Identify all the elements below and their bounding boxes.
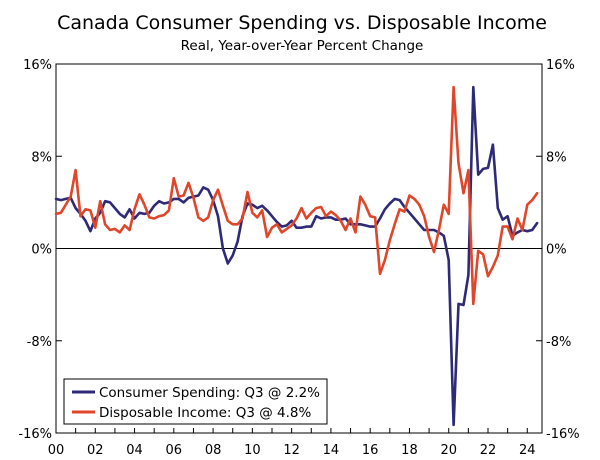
y-tick-label-right: 0% (546, 243, 567, 258)
x-tick-label: 10 (244, 443, 261, 458)
series-layer (54, 85, 539, 427)
y-tick-label-right: 16% (546, 58, 575, 73)
x-tick-label: 16 (362, 443, 379, 458)
y-tick-label-left: 16% (23, 58, 52, 73)
x-tick-label: 04 (126, 443, 143, 458)
y-axis-right: 16% 8% 0% -8% -16% (536, 58, 580, 442)
y-tick-label-left: -16% (18, 427, 52, 442)
legend-label-consumer-spending: Consumer Spending: Q3 @ 2.2% (99, 385, 320, 401)
x-axis: 00 02 04 06 08 10 12 14 16 18 20 22 24 (48, 428, 536, 458)
x-tick-label: 24 (519, 443, 536, 458)
chart-title: Canada Consumer Spending vs. Disposable … (57, 12, 547, 34)
x-tick-label: 06 (166, 443, 183, 458)
x-tick-label: 12 (283, 443, 300, 458)
x-tick-label: 14 (323, 443, 340, 458)
y-axis-left: 16% 8% 0% -8% -16% (18, 58, 62, 442)
y-tick-label-right: -16% (546, 427, 580, 442)
legend: Consumer Spending: Q3 @ 2.2% Disposable … (63, 378, 328, 425)
legend-box (63, 378, 328, 425)
x-tick-label: 02 (87, 443, 104, 458)
y-tick-label-right: -8% (546, 335, 571, 350)
legend-label-disposable-income: Disposable Income: Q3 @ 4.8% (99, 405, 312, 421)
y-tick-label-left: 8% (31, 150, 52, 165)
x-tick-label: 08 (205, 443, 222, 458)
x-tick-label: 20 (440, 443, 457, 458)
y-tick-label-left: -8% (27, 335, 52, 350)
series-line-disposable-income (54, 85, 539, 306)
y-tick-label-right: 8% (546, 150, 567, 165)
x-tick-label: 22 (480, 443, 497, 458)
x-tick-label: 00 (48, 443, 65, 458)
series-line-consumer-spending (54, 85, 539, 427)
x-tick-label: 18 (401, 443, 418, 458)
y-tick-label-left: 0% (31, 243, 52, 258)
chart-subtitle: Real, Year-over-Year Percent Change (181, 38, 424, 54)
